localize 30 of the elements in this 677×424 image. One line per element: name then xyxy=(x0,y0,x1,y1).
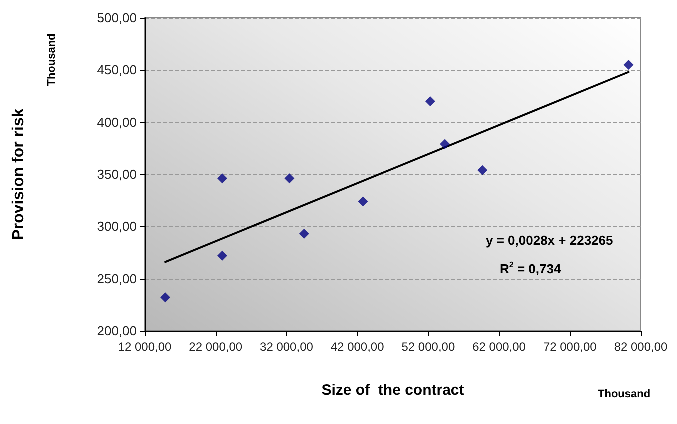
y-axis-title: Provision for risk xyxy=(10,108,28,240)
y-tick-label: 300,00 xyxy=(97,219,137,234)
point xyxy=(440,139,450,150)
y-tick-label: 200,00 xyxy=(97,324,137,338)
y-tick-label: 250,00 xyxy=(97,271,137,286)
y-tick-label: 350,00 xyxy=(97,167,137,182)
point xyxy=(160,292,171,303)
x-axis-title: Size of the contract xyxy=(322,382,464,399)
x-tick-label: 82 000,00 xyxy=(614,340,668,354)
text: Thousand xyxy=(46,34,58,86)
point xyxy=(299,228,310,239)
point xyxy=(284,174,295,184)
x-tick-label: 12 000,00 xyxy=(118,340,172,354)
x-tick-label: 72 000,00 xyxy=(543,340,598,354)
annotation: y = 0,0028x + 223265 xyxy=(486,233,614,248)
y-tick-label: 500,00 xyxy=(97,10,137,26)
x-tick-label: 32 000,00 xyxy=(260,340,314,354)
point xyxy=(425,96,436,106)
y-tick-label: 400,00 xyxy=(97,114,137,130)
point xyxy=(624,60,634,70)
y-tick-label: 450,00 xyxy=(97,62,137,78)
x-tick-label: 22 000,00 xyxy=(189,340,243,354)
point xyxy=(358,196,368,207)
point xyxy=(218,250,228,261)
x-tick-label: 52 000,00 xyxy=(402,340,456,354)
point xyxy=(218,174,228,184)
text: Thousand xyxy=(598,388,651,400)
point xyxy=(478,165,488,176)
x-tick-label: 42 000,00 xyxy=(330,340,385,354)
x-tick-label: 62 000,00 xyxy=(472,340,526,354)
